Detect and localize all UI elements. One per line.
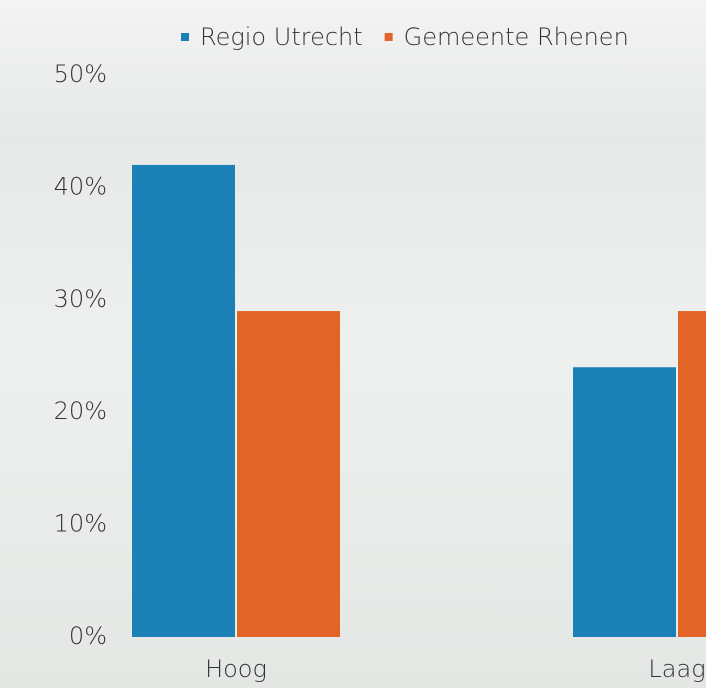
bar (678, 311, 706, 637)
legend-label: Gemeente Rhenen (404, 23, 629, 51)
legend-marker (181, 33, 189, 41)
x-tick-label: Hoog (205, 655, 267, 683)
bar (237, 311, 340, 637)
y-tick-label: 20% (54, 397, 107, 425)
y-tick-label: 30% (54, 285, 107, 313)
x-tick-label: Laag (648, 655, 705, 683)
bar (132, 165, 235, 637)
y-tick-label: 10% (54, 510, 107, 538)
y-tick-label: 0% (69, 622, 107, 650)
bar (573, 367, 676, 637)
chart: 0% 10% 20% 30% 40% 50% Regio Utrecht Gemeente R… (0, 0, 706, 688)
y-tick-label: 50% (54, 60, 107, 88)
legend-label: Regio Utrecht (200, 23, 363, 51)
legend-marker (385, 33, 393, 41)
y-tick-label: 40% (54, 172, 107, 200)
